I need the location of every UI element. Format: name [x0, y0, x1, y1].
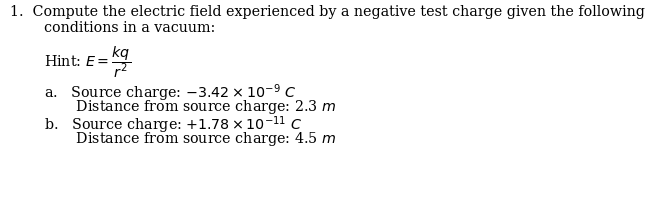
Text: a.   Source charge: $-3.42 \times 10^{-9}$ $C$: a. Source charge: $-3.42 \times 10^{-9}$… [44, 82, 296, 104]
Text: conditions in a vacuum:: conditions in a vacuum: [44, 21, 216, 35]
Text: 1.  Compute the electric field experienced by a negative test charge given the f: 1. Compute the electric field experience… [10, 5, 645, 19]
Text: Distance from source charge: 2.3 $m$: Distance from source charge: 2.3 $m$ [44, 98, 337, 116]
Text: Distance from source charge: 4.5 $m$: Distance from source charge: 4.5 $m$ [44, 130, 337, 148]
Text: Hint: $E = \dfrac{kq}{r^2}$: Hint: $E = \dfrac{kq}{r^2}$ [44, 45, 131, 80]
Text: b.   Source charge: $+1.78 \times 10^{-11}$ $C$: b. Source charge: $+1.78 \times 10^{-11}… [44, 114, 302, 136]
